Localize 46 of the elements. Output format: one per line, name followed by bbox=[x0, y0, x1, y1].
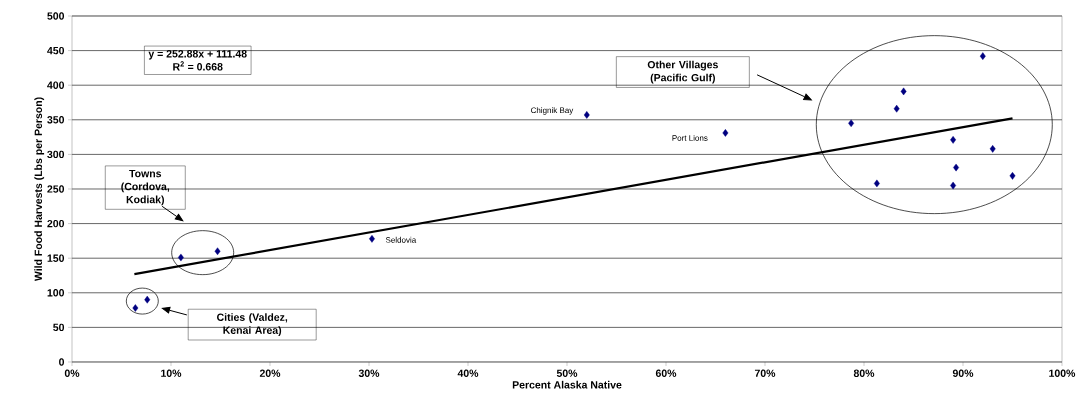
x-tick-label: 70% bbox=[754, 369, 776, 377]
y-tick-label: 150 bbox=[47, 254, 65, 262]
point bbox=[132, 304, 139, 312]
y-tick-label: 500 bbox=[47, 12, 65, 20]
point bbox=[893, 104, 900, 113]
annotation: Seldovia bbox=[385, 236, 417, 243]
y-tick-label: 50 bbox=[53, 323, 65, 332]
annotation: R$^{2}$ = 0.668 bbox=[173, 61, 223, 71]
y-tick-label: 400 bbox=[47, 81, 65, 89]
y-axis-title: Wild Food Harvests (Lbs per Person) bbox=[34, 97, 45, 282]
x-tick-label: 100% bbox=[1049, 369, 1076, 377]
x-tick-label: 20% bbox=[259, 369, 281, 377]
y-tick-label: 100 bbox=[47, 289, 65, 297]
y-tick-label: 350 bbox=[47, 116, 65, 124]
point bbox=[214, 247, 221, 256]
x-tick-label: 90% bbox=[952, 369, 974, 377]
y-tick-label: 250 bbox=[47, 185, 65, 193]
point bbox=[144, 295, 151, 304]
annotation: Cities (Valdez, Kenai Area) bbox=[217, 313, 288, 337]
point bbox=[722, 129, 729, 137]
point bbox=[1009, 172, 1016, 180]
point bbox=[583, 111, 590, 119]
y-tick-label: 450 bbox=[47, 46, 65, 55]
y-tick-label: 300 bbox=[47, 150, 65, 159]
point bbox=[989, 145, 996, 153]
x-tick-label: 80% bbox=[853, 369, 875, 377]
x-tick-label: 60% bbox=[655, 369, 677, 377]
y-tick-label: 0 bbox=[59, 358, 65, 366]
point bbox=[950, 136, 956, 144]
annotation: Port Lions bbox=[672, 135, 708, 141]
point bbox=[848, 119, 855, 128]
x-tick-label: 40% bbox=[457, 369, 479, 377]
y-tick-label: 200 bbox=[47, 219, 65, 228]
point bbox=[369, 235, 375, 243]
point bbox=[979, 52, 986, 60]
point bbox=[873, 179, 880, 188]
x-tick-label: 30% bbox=[358, 369, 380, 377]
annotation: Chignik Bay bbox=[530, 107, 574, 115]
x-axis-title: Percent Alaska Native bbox=[512, 380, 622, 389]
annotation: Other Villages (Pacific Gulf) bbox=[647, 60, 718, 84]
x-tick-label: 10% bbox=[161, 369, 182, 377]
annotation: y = 252.88x + 111.48 bbox=[148, 50, 247, 60]
point bbox=[900, 87, 907, 96]
annotation: Towns (Cordova, Kodiak) bbox=[121, 169, 170, 206]
x-tick-label: 0% bbox=[64, 369, 80, 377]
x-tick-label: 50% bbox=[556, 369, 578, 377]
